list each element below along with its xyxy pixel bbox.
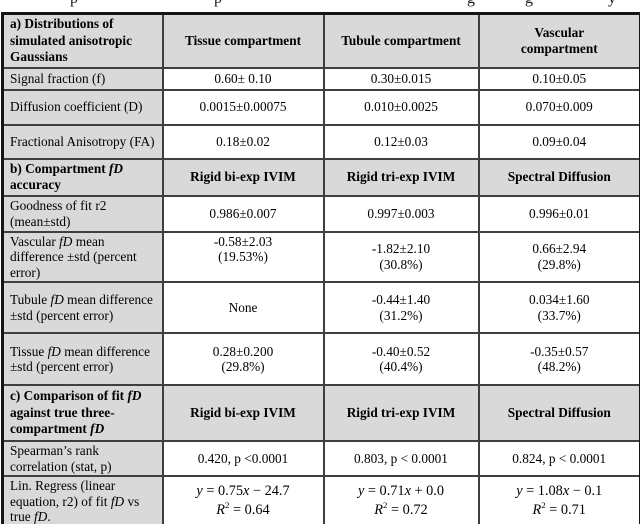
table-row: Diffusion coefficient (D) 0.0015±0.00075 0…: [1, 88, 640, 126]
section-header-row: c) Comparison of fit fD against true thr…: [1, 384, 640, 442]
value-cell: y = 1.08x − 0.1 R2 = 0.71: [477, 475, 640, 524]
row-label-cell: Spearman’s rank correlation (stat, p): [1, 440, 164, 477]
section-title-cell: c) Comparison of fit fD against true thr…: [1, 384, 164, 442]
column-header-cell: Spectral Diffusion: [477, 157, 640, 197]
value-cell: 0.28±0.200 (29.8%): [161, 332, 325, 386]
row-label-cell: Tissue fD mean difference ±std (percent …: [1, 332, 164, 386]
value-cell: -0.58±2.03 (19.53%): [161, 230, 325, 283]
column-header-cell: Spectral Diffusion: [477, 384, 640, 442]
section-header-row: b) Compartment fD accuracy Rigid bi-exp I…: [1, 157, 640, 197]
row-label-cell: Goodness of fit r2 (mean±std): [1, 194, 164, 233]
value-cell: 0.803, p < 0.0001: [322, 440, 480, 477]
section-title-cell: b) Compartment fD accuracy: [1, 157, 164, 197]
value-cell: y = 0.75x − 24.7 R2 = 0.64: [161, 475, 325, 524]
row-label-cell: Diffusion coefficient (D): [1, 88, 164, 126]
table-row: Spearman’s rank correlation (stat, p) 0.4…: [1, 440, 640, 477]
value-cell: None: [161, 281, 325, 334]
value-cell: 0.66±2.94 (29.8%): [477, 230, 640, 283]
value-cell: -1.82±2.10 (30.8%): [322, 230, 480, 283]
column-header-cell: Rigid bi-exp IVIM: [161, 157, 325, 197]
column-header-cell: Tubule compartment: [322, 12, 480, 69]
row-label-cell: Lin. Regress (linear equation, r2) of fi…: [1, 475, 164, 524]
value-cell: 0.10±0.05: [477, 66, 640, 91]
value-cell: 0.60± 0.10: [161, 66, 325, 91]
table-row: Tubule fD mean difference ±std (percent …: [1, 281, 640, 334]
caption-text-fragment: p: [214, 0, 222, 8]
row-label-cell: Fractional Anisotropy (FA): [1, 123, 164, 160]
value-cell: -0.35±0.57 (48.2%): [477, 332, 640, 386]
row-label-cell: Tubule fD mean difference ±std (percent …: [1, 281, 164, 334]
value-cell: 0.18±0.02: [161, 123, 325, 160]
results-table: a) Distributions of simulated anisotropi…: [1, 12, 640, 524]
table-row: Lin. Regress (linear equation, r2) of fi…: [1, 475, 640, 524]
table-row: Signal fraction (f) 0.60± 0.10 0.30±0.015 0…: [1, 66, 640, 91]
value-cell: 0.09±0.04: [477, 123, 640, 160]
column-header-cell: Rigid tri-exp IVIM: [322, 157, 480, 197]
section-title-cell: a) Distributions of simulated anisotropi…: [1, 12, 164, 69]
value-cell: 0.997±0.003: [322, 194, 480, 233]
value-cell: 0.996±0.01: [477, 194, 640, 233]
caption-text-fragment: y: [608, 0, 616, 8]
table-row: Fractional Anisotropy (FA) 0.18±0.02 0.12±…: [1, 123, 640, 160]
value-cell: 0.420, p <0.0001: [161, 440, 325, 477]
value-cell: 0.986±0.007: [161, 194, 325, 233]
value-cell: 0.824, p < 0.0001: [477, 440, 640, 477]
value-cell: 0.034±1.60 (33.7%): [477, 281, 640, 334]
caption-text-fragment: g: [467, 0, 475, 8]
value-cell: 0.12±0.03: [322, 123, 480, 160]
column-header-cell: Tissue compartment: [161, 12, 325, 69]
column-header-cell: Rigid tri-exp IVIM: [322, 384, 480, 442]
value-cell: -0.40±0.52 (40.4%): [322, 332, 480, 386]
row-label-cell: Vascular fD mean difference ±std (percen…: [1, 230, 164, 283]
row-label-cell: Signal fraction (f): [1, 66, 164, 91]
table-row: Goodness of fit r2 (mean±std) 0.986±0.007…: [1, 194, 640, 233]
table-row: Vascular fD mean difference ±std (percen…: [1, 230, 640, 283]
value-cell: 0.010±0.0025: [322, 88, 480, 126]
value-cell: 0.30±0.015: [322, 66, 480, 91]
value-cell: -0.44±1.40 (31.2%): [322, 281, 480, 334]
table-row: Tissue fD mean difference ±std (percent …: [1, 332, 640, 386]
value-cell: 0.070±0.009: [477, 88, 640, 126]
column-header-cell: Rigid bi-exp IVIM: [161, 384, 325, 442]
section-header-row: a) Distributions of simulated anisotropi…: [1, 12, 640, 69]
value-cell: 0.0015±0.00075: [161, 88, 325, 126]
caption-text-fragment: p: [70, 0, 78, 8]
cropped-caption-line: ppggy: [0, 0, 640, 12]
column-header-cell: Vascular compartment: [477, 12, 640, 69]
caption-text-fragment: g: [525, 0, 533, 8]
value-cell: y = 0.71x + 0.0 R2 = 0.72: [322, 475, 480, 524]
